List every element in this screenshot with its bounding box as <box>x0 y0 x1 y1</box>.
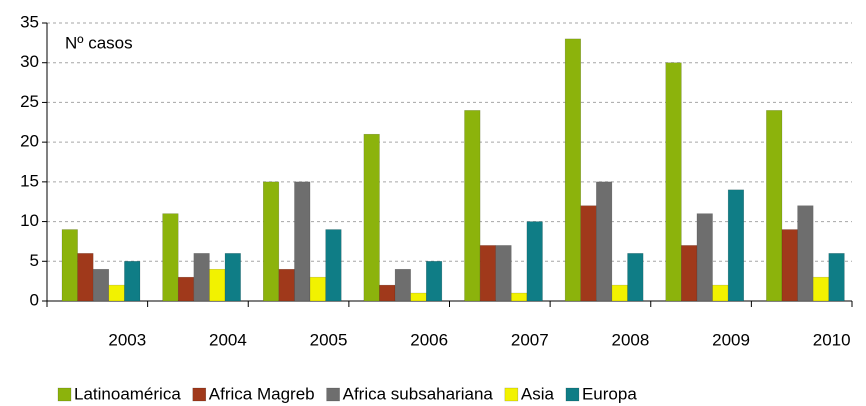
legend-swatch <box>192 387 207 402</box>
bar <box>193 253 210 302</box>
bar <box>108 284 125 302</box>
y-tick-label: 5 <box>30 251 39 270</box>
bar <box>363 133 380 302</box>
bar <box>464 110 481 302</box>
x-tick-label: 2005 <box>310 330 348 349</box>
x-tick-label: 2009 <box>712 330 750 349</box>
bar <box>611 284 628 302</box>
bar <box>278 268 295 302</box>
y-tick-label: 35 <box>20 12 39 31</box>
x-tick-label: 2006 <box>410 330 448 349</box>
bar <box>294 181 311 302</box>
x-tick-label: 2008 <box>612 330 650 349</box>
y-tick-label: 10 <box>20 211 39 230</box>
bar <box>92 268 110 302</box>
annotation: Nº casos <box>65 33 133 52</box>
bar <box>564 38 581 302</box>
x-tick-label: 2004 <box>209 330 247 349</box>
bar <box>495 245 512 302</box>
bar <box>325 229 342 302</box>
x-tick-label: 2007 <box>511 330 549 349</box>
bar <box>263 181 280 302</box>
bar <box>627 253 644 302</box>
bar <box>61 229 78 302</box>
bar <box>781 229 798 302</box>
legend-label: Africa subsahariana <box>343 384 494 403</box>
y-tick-label: 15 <box>20 171 39 190</box>
legend-label: Africa Magreb <box>209 384 315 403</box>
bar <box>596 181 613 302</box>
x-tick-label: 2010 <box>813 330 851 349</box>
bar <box>177 276 195 302</box>
x-tick-label: 2003 <box>108 330 146 349</box>
bar <box>224 253 241 302</box>
bar <box>526 221 543 302</box>
bar <box>209 268 226 302</box>
legend-swatch <box>504 387 519 402</box>
legend-swatch <box>57 387 72 402</box>
legend-label: Latinoamérica <box>74 384 181 403</box>
y-tick-label: 25 <box>20 92 39 111</box>
bar <box>766 110 783 302</box>
legend-label: Europa <box>582 384 637 403</box>
bar <box>426 261 443 302</box>
legend-swatch <box>565 387 580 402</box>
bar <box>162 213 179 302</box>
bar <box>797 205 814 302</box>
y-tick-label: 30 <box>20 52 39 71</box>
bar <box>479 245 496 302</box>
bar <box>727 189 745 302</box>
bar <box>124 261 141 302</box>
bar <box>828 253 845 302</box>
bar <box>812 276 830 302</box>
bar <box>665 62 682 302</box>
y-tick-label: 0 <box>30 290 39 309</box>
bar <box>379 284 396 302</box>
bar <box>77 253 94 302</box>
bar <box>309 276 326 302</box>
legend-swatch <box>326 387 340 402</box>
bar <box>511 292 528 302</box>
bar <box>712 284 729 302</box>
bar <box>580 205 597 302</box>
bar <box>410 292 427 302</box>
y-tick-label: 20 <box>20 132 39 151</box>
bar <box>681 245 698 302</box>
bar <box>394 268 411 302</box>
bar <box>696 213 713 302</box>
legend-label: Asia <box>521 384 555 403</box>
